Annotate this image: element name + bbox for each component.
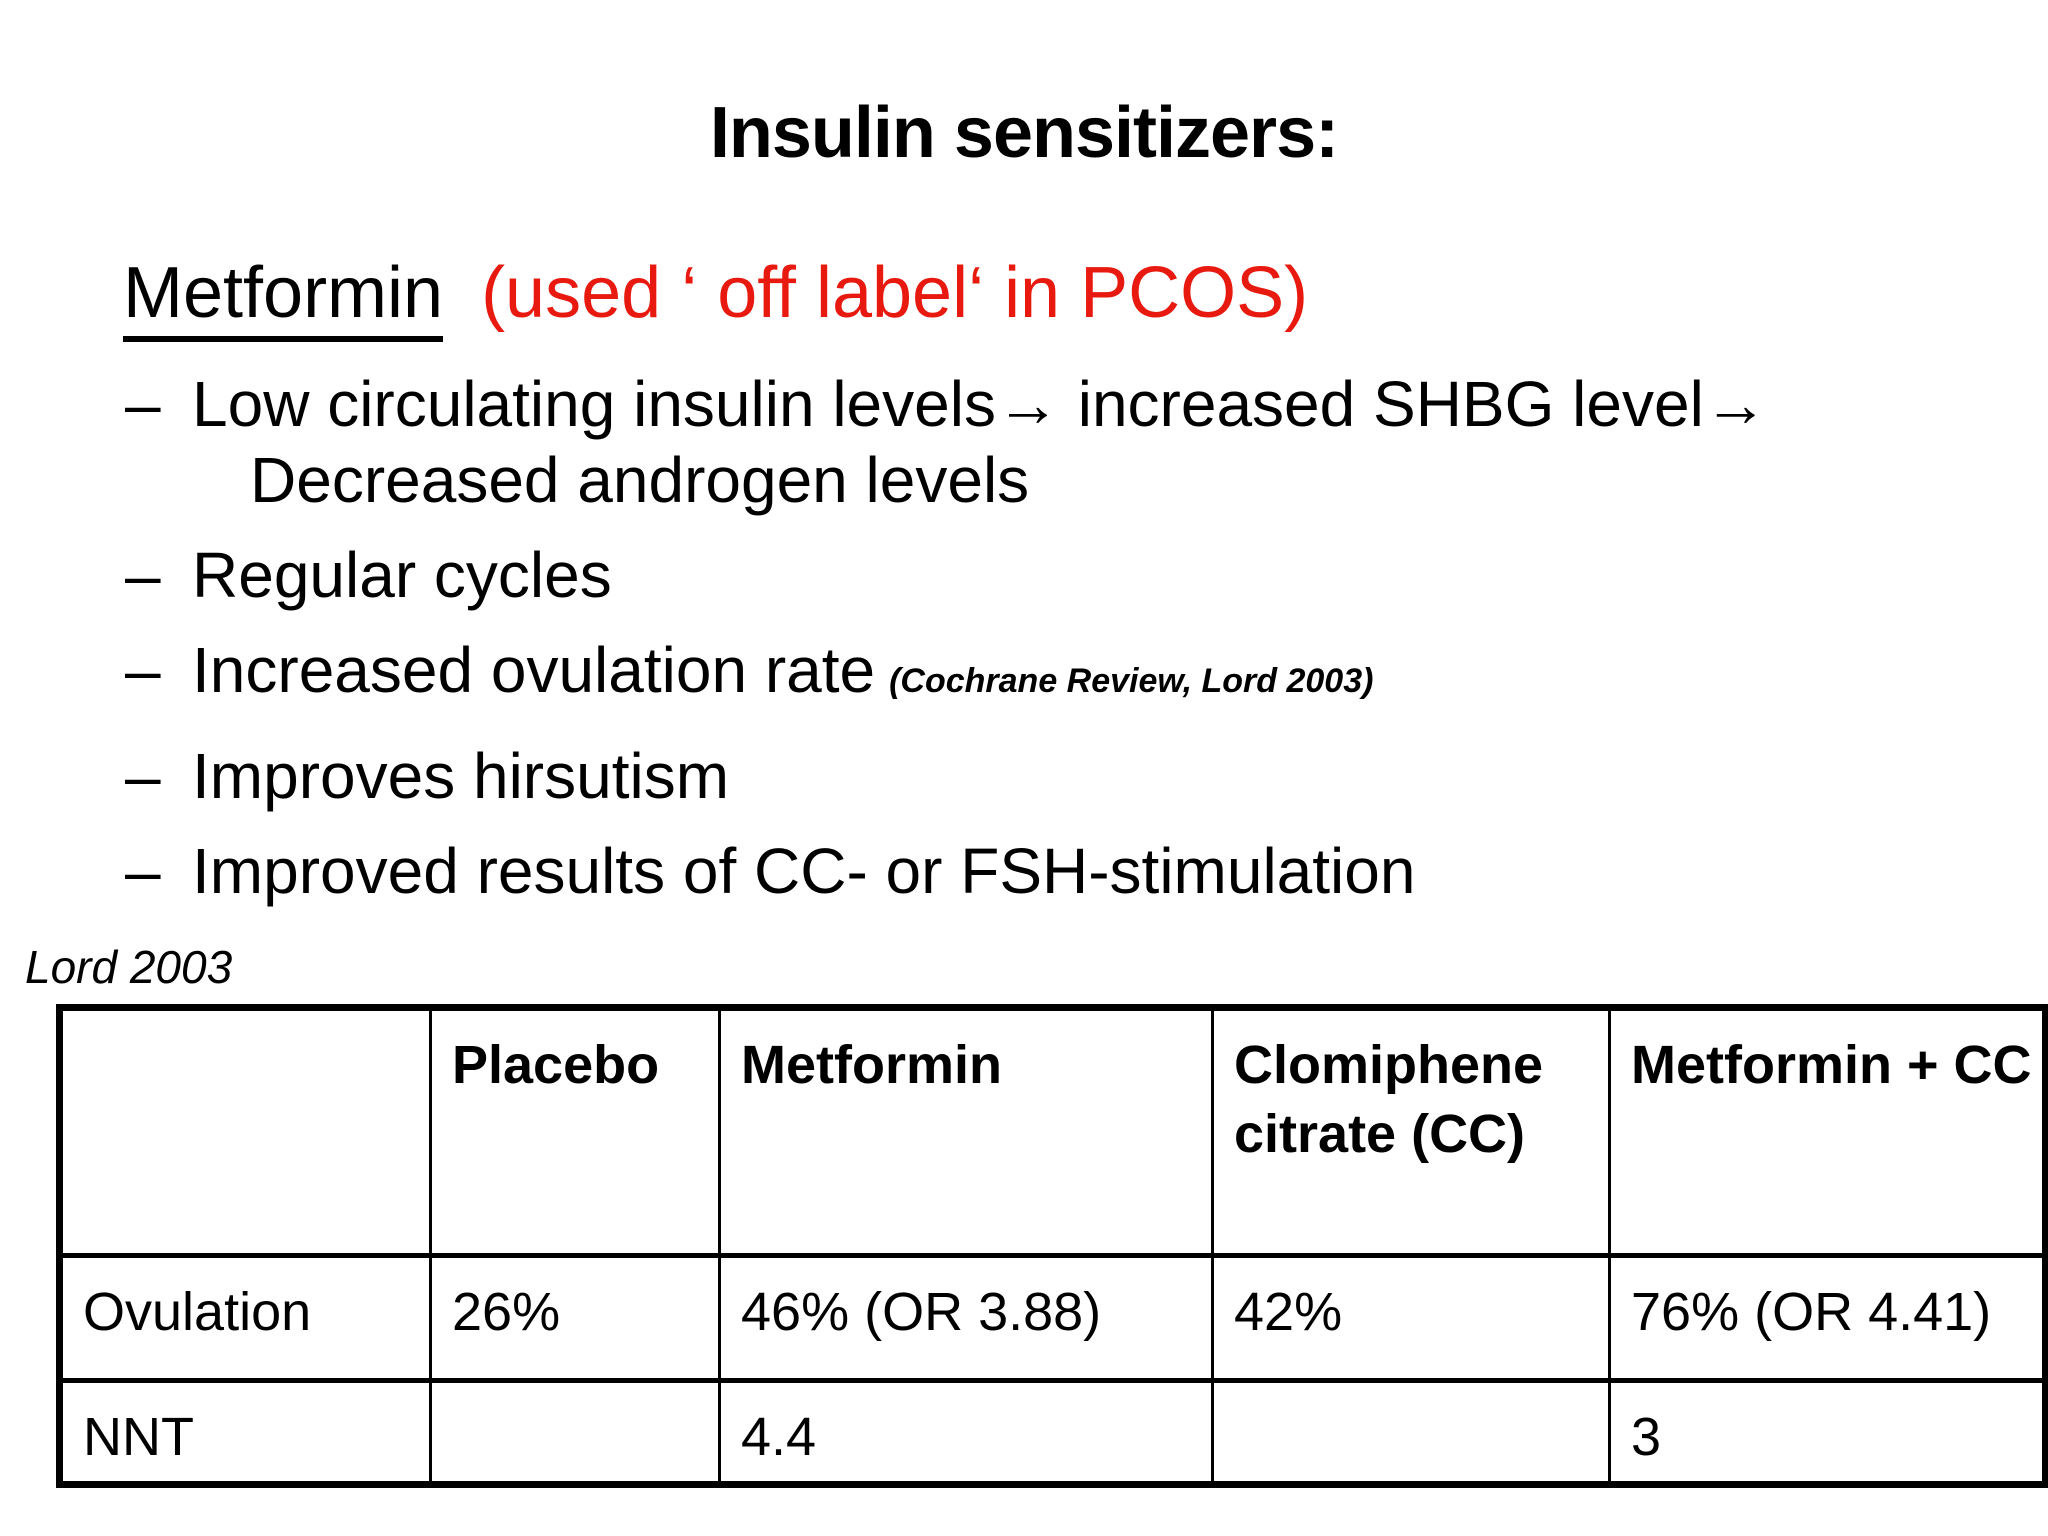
col-header-placebo: Placebo	[429, 1006, 721, 1258]
bullet-item: – Improves hirsutism	[0, 738, 2040, 814]
table-cell: 4.4	[718, 1379, 1214, 1486]
dash-bullet-marker: –	[125, 368, 161, 440]
bullet-text: Low circulating insulin levels→ increase…	[192, 368, 1768, 516]
table-cell	[1211, 1379, 1611, 1486]
off-label-note: (used ‘ off label‘ in PCOS)	[481, 253, 1309, 333]
col-header-empty	[58, 1006, 432, 1258]
table-cell: 3	[1608, 1379, 2047, 1486]
slide-title: Insulin sensitizers:	[709, 93, 1339, 173]
bullet-text: Improves hirsutism	[192, 740, 729, 812]
bullet-item: – Regular cycles	[0, 537, 2040, 613]
table-cell	[429, 1379, 721, 1486]
table-row-ovulation: Ovulation 26% 46% (OR 3.88) 42% 76% (OR …	[58, 1254, 2047, 1383]
bullet-text: Increased ovulation rate	[192, 634, 876, 706]
dash-bullet-marker: –	[125, 740, 161, 812]
citation-note: (Cochrane Review, Lord 2003)	[889, 662, 1374, 700]
bullet-text: Improved results of CC- or FSH-stimulati…	[192, 835, 1416, 907]
dash-bullet-marker: –	[125, 539, 161, 611]
col-header-metformin-cc: Metformin + CC	[1608, 1006, 2047, 1258]
bullet-item: – Low circulating insulin levels→ increa…	[0, 366, 2040, 518]
table-cell: 76% (OR 4.41)	[1608, 1254, 2047, 1383]
col-header-metformin: Metformin	[718, 1006, 1214, 1258]
dash-bullet-marker: –	[125, 634, 161, 706]
bullet-item: – Improved results of CC- or FSH-stimula…	[0, 833, 2040, 909]
source-label: Lord 2003	[25, 941, 233, 993]
drug-name: Metformin	[123, 253, 444, 342]
bullet-text: Regular cycles	[192, 539, 612, 611]
bullet-list: – Low circulating insulin levels→ increa…	[0, 366, 2040, 909]
table-cell: 46% (OR 3.88)	[718, 1254, 1214, 1383]
row-label-nnt: NNT	[58, 1379, 432, 1486]
col-header-clomiphene: Clomiphene citrate (CC)	[1211, 1006, 1611, 1258]
table-header-row: Placebo Metformin Clomiphene citrate (CC…	[58, 1006, 2047, 1258]
row-label-ovulation: Ovulation	[58, 1254, 432, 1383]
table-row-nnt: NNT 4.4 3	[58, 1379, 2047, 1486]
table-cell: 26%	[429, 1254, 721, 1383]
dash-bullet-marker: –	[125, 835, 161, 907]
results-table: Placebo Metformin Clomiphene citrate (CC…	[56, 1004, 2048, 1488]
metformin-heading: Metformin (used ‘ off label‘ in PCOS)	[123, 252, 1309, 342]
table-cell: 42%	[1211, 1254, 1611, 1383]
bullet-item: – Increased ovulation rate (Cochrane Revi…	[0, 632, 2040, 719]
